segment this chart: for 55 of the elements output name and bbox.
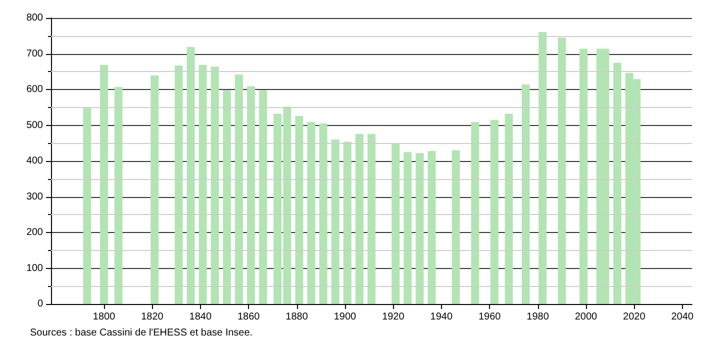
y-tick-label: 400 [26, 156, 44, 166]
bar [210, 66, 219, 304]
y-tick-label: 800 [26, 12, 44, 24]
bar [452, 150, 460, 304]
x-tick-label: 1960 [478, 312, 502, 322]
y-tick-label: 500 [26, 120, 44, 131]
bar [150, 76, 159, 304]
y-tick-label: 100 [26, 262, 44, 274]
x-tick-label: 1880 [286, 312, 308, 322]
bar [428, 150, 436, 304]
x-tick-label: 1860 [237, 312, 260, 322]
bar [198, 64, 207, 304]
x-tick-label: 1820 [141, 312, 164, 322]
bar [558, 38, 566, 304]
y-tick-label: 600 [26, 84, 44, 95]
bar [392, 144, 400, 304]
bar [319, 123, 328, 304]
y-tick-label: 200 [26, 227, 44, 238]
bar [355, 134, 364, 304]
bar [504, 114, 513, 304]
x-tick-label: 1900 [334, 312, 357, 322]
x-tick-label: 2020 [623, 312, 646, 322]
bar [613, 62, 622, 304]
x-tick-label: 1980 [526, 312, 550, 322]
x-tick-label: 2040 [671, 312, 694, 322]
bar [174, 66, 183, 304]
bar [538, 32, 547, 304]
bar [416, 153, 424, 304]
bar [234, 74, 243, 304]
bar [247, 86, 256, 304]
source-note: Sources : base Cassini de l'EHESS et base Insee. [30, 328, 253, 338]
x-tick-label: 1840 [189, 312, 212, 322]
x-tick-label: 1940 [430, 312, 453, 322]
bar [83, 108, 92, 304]
bar [186, 46, 195, 304]
bar [490, 120, 498, 304]
bar [404, 152, 412, 304]
x-tick-label: 2000 [574, 312, 598, 322]
y-tick-label: 300 [26, 191, 44, 202]
bar [522, 84, 530, 304]
bar [259, 90, 268, 304]
bar [100, 64, 108, 304]
x-tick-label: 1920 [382, 312, 405, 322]
bar [295, 116, 304, 304]
bar [580, 48, 588, 304]
bar [471, 122, 480, 304]
bar [222, 90, 231, 304]
bar [114, 87, 122, 304]
y-tick-label: 0 [37, 298, 44, 310]
x-tick-label: 1800 [92, 312, 116, 322]
bar [331, 140, 340, 304]
bar [307, 122, 316, 304]
bar [343, 142, 352, 304]
y-tick-label: 700 [26, 48, 44, 60]
bar [368, 134, 376, 304]
